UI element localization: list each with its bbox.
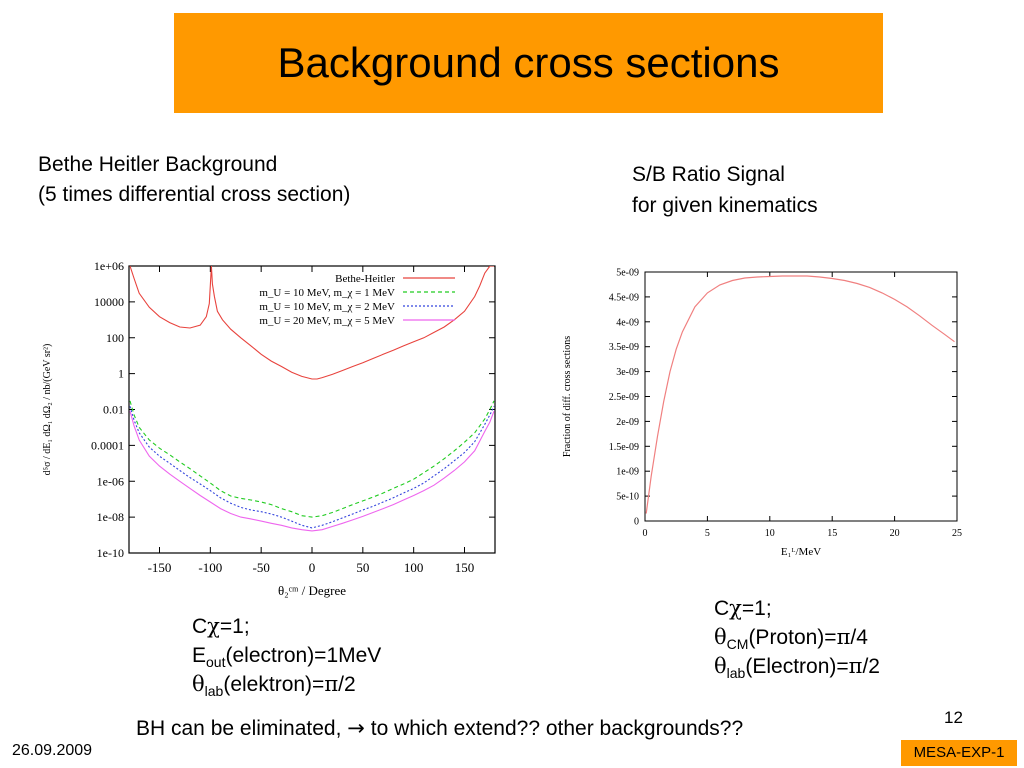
x-tick-label: 150: [455, 560, 475, 575]
y-tick-label: 1.5e-09: [609, 442, 639, 453]
y-tick-label: 2.5e-09: [609, 392, 639, 403]
left-heading-1: Bethe Heitler Background: [38, 153, 278, 176]
legend-entry-label: m_U = 10 MeV, m_χ = 1 MeV: [259, 287, 395, 299]
footer-badge: MESA-EXP-1: [901, 740, 1017, 766]
series-line-2: [129, 406, 495, 529]
x-tick-label: -100: [198, 560, 222, 575]
left-note-line-2: Eout(electron)=1MeV: [192, 644, 382, 671]
x-tick-label: 5: [705, 528, 710, 539]
legend-entry-label: Bethe-Heitler: [335, 273, 395, 285]
legend-entry-label: m_U = 10 MeV, m_χ = 2 MeV: [259, 301, 395, 313]
page-number: 12: [944, 708, 963, 727]
bottom-statement: BH can be eliminated, → to which extend?…: [136, 716, 744, 740]
right-note-line-3: θlab(Electron)=π/2: [714, 654, 880, 682]
y-tick-label: 100: [106, 331, 124, 345]
left-note-line-3: θlab(elektron)=π/2: [192, 672, 356, 700]
y-tick-label: 1e-09: [616, 467, 639, 478]
x-tick-label: 15: [827, 528, 837, 539]
y-axis-label: d⁵σ / dE₁ dΩ₁ dΩ₂ / nb/(GeV sr²): [42, 344, 53, 476]
bethe-heitler-plot: 1e-10 1e-08 1e-06 0.0001 0.01 1 100 10000 1e+06 -…: [42, 259, 496, 598]
y-axis-label: Fraction of diff. cross sections: [562, 336, 573, 457]
legend-entry-label: m_U = 20 MeV, m_χ = 5 MeV: [259, 315, 395, 327]
y-tick-label: 1e-10: [97, 546, 124, 560]
y-tick-label: 1e+06: [94, 259, 124, 273]
x-tick-label: 50: [356, 560, 369, 575]
y-tick-label: 0.01: [103, 403, 124, 417]
sb-ratio-chart: 0 5e-10 1e-09 1.5e-09 2e-09 2.5e-09 3e-09 3.5e-…: [556, 258, 976, 562]
y-tick-label: 1: [118, 367, 124, 381]
y-tick-label: 5e-09: [616, 268, 639, 279]
series-line-1: [129, 400, 495, 518]
right-note-line-1: Cχ=1;: [714, 596, 772, 620]
left-heading-2: (5 times differential cross section): [38, 183, 351, 206]
right-note-line-2: θCM(Proton)=π/4: [714, 625, 868, 653]
x-tick-label: 25: [952, 528, 962, 539]
y-tick-label: 4e-09: [616, 317, 639, 328]
y-tick-label: 4.5e-09: [609, 292, 639, 303]
y-tick-label: 1e-08: [97, 510, 124, 524]
sb-ratio-plot: 0 5e-10 1e-09 1.5e-09 2e-09 2.5e-09 3e-09 3.5e-…: [562, 268, 962, 559]
x-tick-label: 10: [765, 528, 775, 539]
x-tick-label: -50: [252, 560, 269, 575]
y-tick-label: 0.0001: [91, 438, 124, 452]
series-line-0: [645, 275, 955, 514]
y-tick-label: 0: [634, 517, 639, 528]
y-tick-label: 1e-06: [97, 474, 124, 488]
right-heading-1: S/B Ratio Signal: [632, 163, 785, 186]
x-axis-label: θ₂ᶜᵐ / Degree: [278, 583, 346, 598]
y-tick-label: 10000: [94, 295, 124, 309]
arrow-icon: →: [347, 716, 365, 740]
series-line-0: [129, 266, 494, 380]
x-tick-label: 0: [309, 560, 316, 575]
y-tick-label: 3e-09: [616, 367, 639, 378]
title-bar: Background cross sections: [174, 13, 883, 113]
x-tick-label: 0: [643, 528, 648, 539]
x-tick-label: 20: [890, 528, 900, 539]
y-tick-label: 3.5e-09: [609, 342, 639, 353]
x-axis-label: E₁ᴸ/MeV: [781, 546, 821, 558]
right-heading-2: for given kinematics: [632, 194, 818, 217]
slide-title: Background cross sections: [277, 39, 780, 86]
x-tick-label: 100: [404, 560, 424, 575]
y-tick-label: 2e-09: [616, 417, 639, 428]
left-note-line-1: Cχ=1;: [192, 614, 250, 638]
footer-date: 26.09.2009: [12, 742, 93, 759]
series-line-3: [129, 411, 495, 532]
y-tick-label: 5e-10: [616, 492, 639, 503]
x-tick-label: -150: [148, 560, 172, 575]
bethe-heitler-chart: 1e-10 1e-08 1e-06 0.0001 0.01 1 100 10000 1e+06 -…: [30, 252, 508, 604]
